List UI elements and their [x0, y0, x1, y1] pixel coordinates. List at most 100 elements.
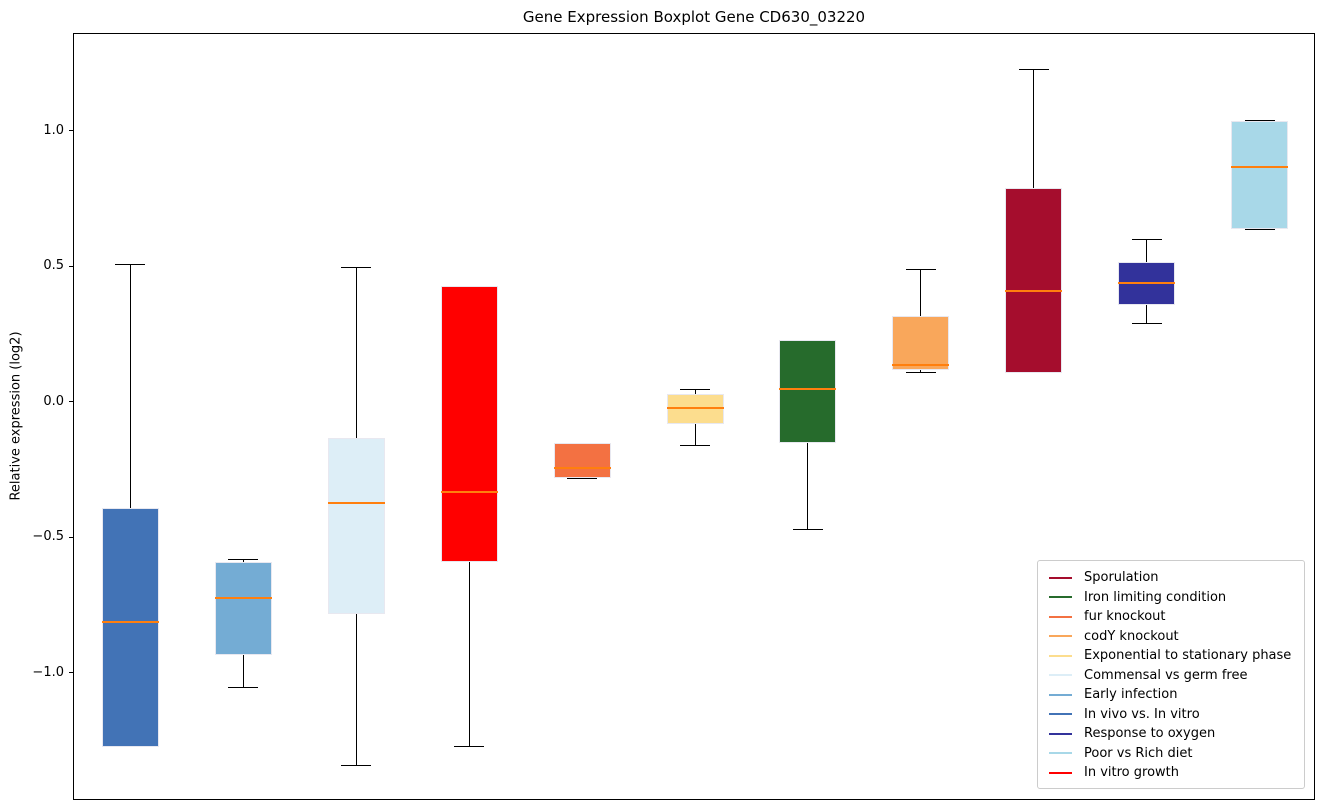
box-commensal-vs-germ-free: [327, 437, 385, 614]
median-line: [666, 407, 724, 409]
median-line: [214, 596, 272, 599]
lower-whisker-cap: [228, 686, 259, 688]
y-tick-mark: [69, 265, 73, 267]
legend-item-label: codY knockout: [1084, 628, 1179, 644]
lower-whisker: [468, 562, 470, 747]
upper-whisker-cap: [1018, 68, 1049, 70]
legend-item-label: Commensal vs germ free: [1084, 667, 1248, 683]
legend-swatch: [1049, 752, 1072, 755]
y-tick-label: 0.5: [43, 258, 64, 274]
legend-swatch: [1049, 771, 1072, 774]
legend: Sporulation Iron limiting condition fur kn…: [1037, 560, 1305, 789]
y-tick-label: −0.5: [32, 529, 64, 545]
median-line: [440, 491, 498, 494]
legend-swatch: [1049, 732, 1072, 735]
median-line: [1005, 290, 1063, 293]
lower-whisker: [242, 654, 244, 688]
legend-swatch: [1049, 596, 1072, 599]
lower-whisker-cap: [680, 445, 710, 447]
plot-area: Sporulation Iron limiting condition fur kn…: [73, 33, 1315, 800]
lower-whisker-cap: [115, 746, 146, 748]
legend-swatch: [1049, 576, 1072, 579]
lower-whisker: [807, 443, 809, 530]
legend-item: Sporulation: [1049, 568, 1304, 588]
lower-whisker-cap: [1244, 228, 1275, 230]
legend-item-label: Exponential to stationary phase: [1084, 648, 1292, 664]
legend-item-label: Poor vs Rich diet: [1084, 745, 1193, 761]
y-tick-label: 0.0: [43, 393, 64, 409]
lower-whisker-cap: [454, 746, 485, 748]
legend-item: Commensal vs germ free: [1049, 666, 1304, 686]
box-iron-limiting-condition: [779, 340, 837, 444]
legend-item-label: Early infection: [1084, 687, 1178, 703]
upper-whisker: [1033, 69, 1035, 189]
lower-whisker: [1146, 305, 1148, 324]
upper-whisker: [920, 269, 922, 316]
upper-whisker-cap: [905, 269, 936, 271]
lower-whisker: [355, 613, 357, 766]
median-line: [1231, 165, 1289, 168]
y-axis-label: Relative expression (log2): [8, 331, 24, 501]
upper-whisker-cap: [228, 559, 259, 561]
legend-item: In vitro growth: [1049, 763, 1304, 783]
lower-whisker: [694, 424, 696, 446]
box-in-vitro-growth: [440, 286, 498, 563]
box-early-infection: [214, 562, 272, 655]
legend-item-label: Sporulation: [1084, 570, 1159, 586]
upper-whisker: [1146, 239, 1148, 262]
upper-whisker: [129, 264, 131, 509]
legend-item: In vivo vs. In vitro: [1049, 705, 1304, 725]
median-line: [553, 466, 611, 469]
lower-whisker-cap: [905, 372, 936, 374]
upper-whisker: [242, 559, 244, 563]
box-fur-knockout: [553, 443, 611, 479]
legend-swatch: [1049, 713, 1072, 716]
upper-whisker: [694, 389, 696, 395]
legend-item: fur knockout: [1049, 607, 1304, 627]
lower-whisker-cap: [1131, 323, 1162, 325]
box-in-vivo-vs-in-vitro: [101, 508, 159, 747]
upper-whisker-cap: [115, 263, 146, 265]
median-line: [892, 363, 950, 366]
legend-item: Early infection: [1049, 685, 1304, 705]
y-tick-mark: [69, 401, 73, 403]
median-line: [779, 388, 837, 391]
legend-item-label: Response to oxygen: [1084, 726, 1216, 742]
legend-item: Poor vs Rich diet: [1049, 744, 1304, 764]
legend-swatch: [1049, 635, 1072, 638]
upper-whisker: [355, 267, 357, 438]
y-tick-label: −1.0: [32, 664, 64, 680]
lower-whisker-cap: [341, 765, 372, 767]
legend-item: codY knockout: [1049, 627, 1304, 647]
legend-swatch: [1049, 674, 1072, 677]
y-tick-mark: [69, 672, 73, 674]
lower-whisker-cap: [792, 529, 823, 531]
legend-swatch: [1049, 693, 1072, 696]
y-tick-mark: [69, 130, 73, 132]
legend-item-label: In vivo vs. In vitro: [1084, 706, 1200, 722]
legend-item-label: In vitro growth: [1084, 765, 1179, 781]
legend-item-label: fur knockout: [1084, 609, 1166, 625]
median-line: [327, 501, 385, 504]
lower-whisker: [920, 370, 922, 373]
legend-swatch: [1049, 654, 1072, 657]
legend-item: Exponential to stationary phase: [1049, 646, 1304, 666]
upper-whisker-cap: [341, 266, 372, 268]
lower-whisker-cap: [567, 477, 598, 479]
legend-item: Iron limiting condition: [1049, 588, 1304, 608]
lower-whisker-cap: [1018, 372, 1049, 374]
legend-item: Response to oxygen: [1049, 724, 1304, 744]
box-exponential-to-stationary-phase: [666, 394, 724, 425]
median-line: [101, 621, 159, 624]
box-sporulation: [1005, 188, 1063, 373]
legend-swatch: [1049, 615, 1072, 618]
box-poor-vs-rich-diet: [1231, 120, 1289, 230]
upper-whisker-cap: [680, 388, 710, 390]
median-line: [1118, 282, 1176, 285]
box-cody-knockout: [892, 315, 950, 371]
chart-title: Gene Expression Boxplot Gene CD630_03220: [522, 8, 866, 26]
legend-item-label: Iron limiting condition: [1084, 589, 1227, 605]
upper-whisker-cap: [1131, 239, 1162, 241]
y-tick-label: 1.0: [43, 122, 64, 138]
